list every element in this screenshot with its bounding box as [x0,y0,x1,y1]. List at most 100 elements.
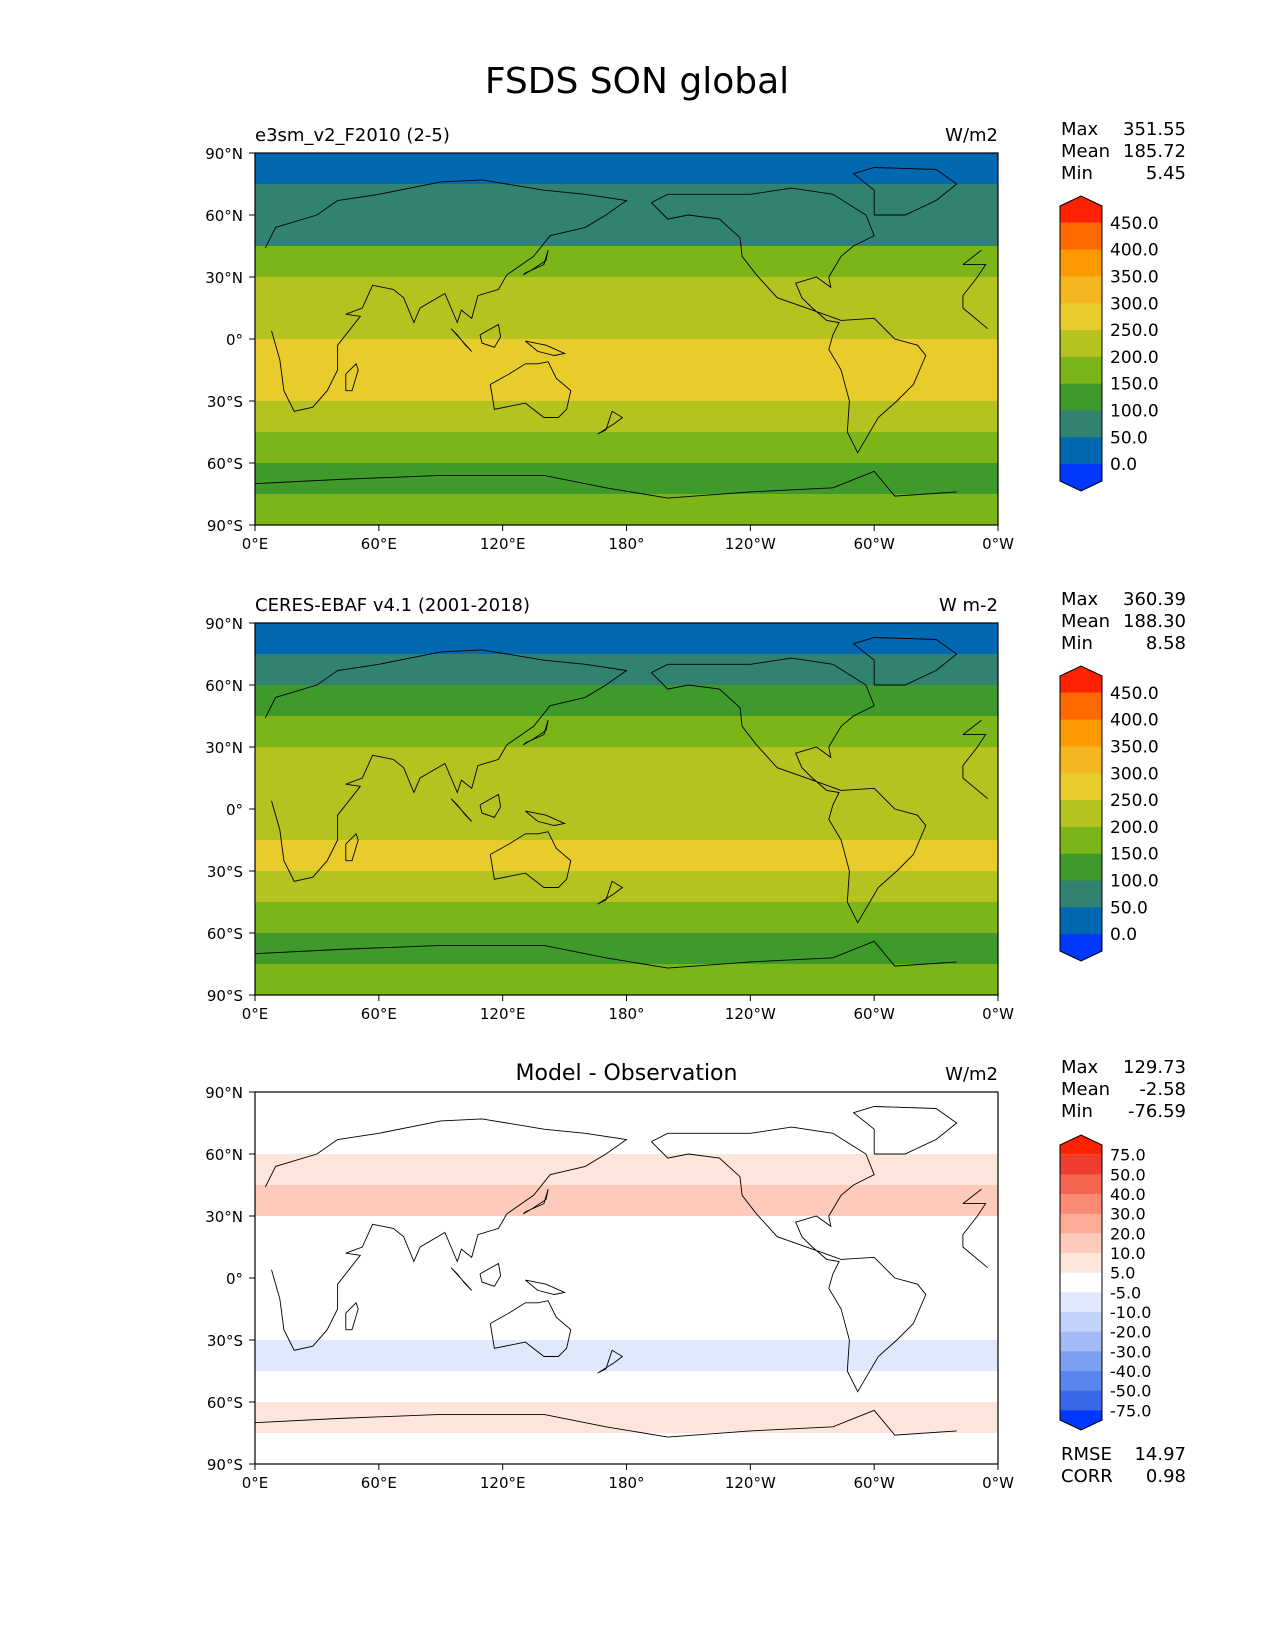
panel-units: W/m2 [945,1064,998,1085]
colorbar-cell [1060,1272,1102,1293]
lon-tick-label: 0°E [242,1005,269,1023]
coastline [525,1279,567,1295]
colorbar-tick-label: 100.0 [1110,402,1159,422]
coastline [597,1349,624,1374]
colorbar-tick-label: 250.0 [1110,791,1159,811]
colorbar-tick-label: 40.0 [1110,1185,1146,1204]
colorbar-cell [1060,196,1102,223]
lat-tick-label: 0° [226,1270,243,1288]
colorbar-outline [1059,1134,1103,1431]
colorbar-tick-label: 50.0 [1110,898,1148,918]
coastline [650,187,927,454]
stat-label: Mean [1061,1079,1110,1100]
stat-label: Min [1061,633,1093,654]
lon-tick-label: 120°W [725,1005,776,1023]
colorbar-tick-label: 100.0 [1110,872,1159,892]
stat-label: Min [1061,163,1093,184]
panel-left-title: CERES-EBAF v4.1 (2001-2018) [255,595,530,616]
map-band [255,432,998,464]
colorbar-tick-label: 450.0 [1110,684,1159,704]
lon-tick-label: 60°E [361,535,397,553]
colorbar-cell [1060,1312,1102,1333]
colorbar-cell [1060,719,1102,747]
coastline [479,323,502,348]
stat-value: 0.98 [1146,1466,1186,1487]
lat-tick-label: 0° [226,331,243,349]
colorbar-cell [1060,249,1102,277]
map-band [255,463,998,495]
map-band [255,215,998,247]
lon-tick-label: 60°E [361,1005,397,1023]
colorbar-cell [1060,746,1102,774]
colorbar-tick-label: -5.0 [1110,1283,1141,1302]
coastline [525,810,567,826]
colorbar-outline [1059,665,1103,962]
colorbar-cell [1060,1292,1102,1313]
map-panel: 90°N 60°N 30°N 0° 30°S 60°S 90°S0°E 60°E 120°E 18… [205,119,1186,553]
colorbar-tick-label: 300.0 [1110,764,1159,784]
colorbar-tick-label: 200.0 [1110,348,1159,368]
colorbar: 75.050.040.030.020.010.05.0-5.0-10.0-20.… [1059,1134,1151,1431]
lon-tick-label: 120°W [725,535,776,553]
colorbar-cell [1060,1233,1102,1254]
lon-tick-label: 60°W [853,1005,895,1023]
colorbar-tick-label: 450.0 [1110,214,1159,234]
colorbar-cell [1060,880,1102,908]
colorbar-tick-label: -50.0 [1110,1382,1151,1401]
colorbar-tick-label: 75.0 [1110,1146,1146,1165]
map-band [255,809,998,841]
map-band [255,494,998,525]
map-band [255,902,998,934]
lat-tick-label: 90°N [205,145,243,163]
map-band [255,747,998,779]
map-field [255,623,998,995]
stat-value: 8.58 [1146,633,1186,654]
coastline [650,657,927,924]
colorbar-cell [1060,692,1102,721]
colorbar-tick-label: 150.0 [1110,845,1159,865]
colorbar-cell [1060,853,1102,882]
coastline [264,179,988,412]
lon-tick-label: 0°W [982,1474,1014,1492]
coastline [450,328,473,352]
coastline [650,1126,927,1393]
coastline [489,831,572,888]
colorbar-cell [1060,1390,1102,1411]
stat-label: Min [1061,1101,1093,1122]
map-band [255,1309,998,1341]
colorbar-cell [1060,437,1102,465]
lat-tick-label: 30°S [207,1332,243,1350]
map-band [255,1092,998,1124]
lat-tick-label: 90°S [207,987,243,1005]
stat-value: 185.72 [1123,141,1186,162]
stat-value: 188.30 [1123,611,1186,632]
lat-tick-label: 30°S [207,393,243,411]
lat-tick-label: 30°S [207,863,243,881]
colorbar-tick-label: -20.0 [1110,1323,1151,1342]
map-band [255,339,998,371]
stat-value: 360.39 [1123,589,1186,610]
stat-value: 351.55 [1123,119,1186,140]
stat-label: Max [1061,1057,1099,1078]
stat-label: Max [1061,119,1099,140]
figure-title: FSDS SON global [485,61,789,102]
colorbar-tick-label: 50.0 [1110,1165,1146,1184]
map-band [255,623,998,655]
colorbar-tick-label: -40.0 [1110,1362,1151,1381]
colorbar-cell [1060,907,1102,935]
coastline [479,793,502,818]
lat-tick-label: 60°N [205,677,243,695]
colorbar-tick-label: -30.0 [1110,1342,1151,1361]
lon-tick-label: 60°W [853,1474,895,1492]
colorbar-tick-label: 350.0 [1110,737,1159,757]
colorbar-tick-label: 400.0 [1110,241,1159,261]
colorbar-cell [1060,1135,1102,1155]
colorbar-tick-label: 350.0 [1110,267,1159,287]
colorbar-cell [1060,1174,1102,1195]
map-band [255,778,998,810]
map-band [255,716,998,748]
colorbar-cell [1060,1213,1102,1234]
stat-label: RMSE [1061,1444,1112,1465]
panel-units: W m-2 [939,595,998,616]
colorbar-cell [1060,1331,1102,1352]
